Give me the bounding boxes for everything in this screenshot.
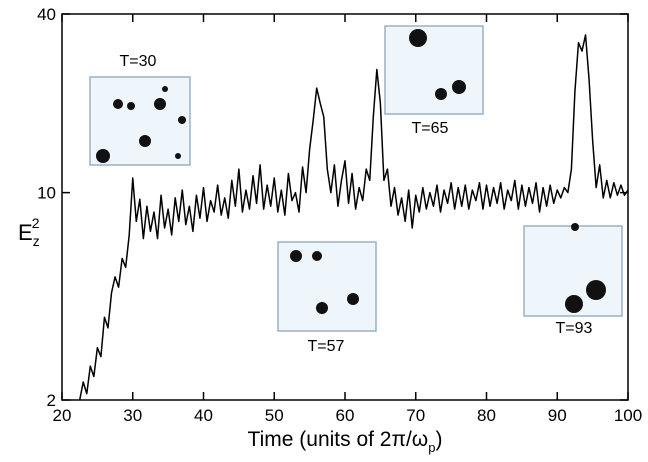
x-label-sub: p xyxy=(428,440,435,455)
x-tick-label: 50 xyxy=(265,406,284,425)
x-tick-label: 40 xyxy=(194,406,213,425)
x-label-end: ) xyxy=(435,428,442,451)
y-label-sub: z xyxy=(33,233,40,249)
x-tick-label: 80 xyxy=(477,406,496,425)
inset-57 xyxy=(277,241,377,332)
y-tick-label: 10 xyxy=(37,184,56,203)
y-tick-label: 2 xyxy=(47,391,56,410)
y-label-base: E xyxy=(18,220,33,245)
x-tick-label: 30 xyxy=(123,406,142,425)
inset-label: T=30 xyxy=(120,53,157,70)
inset-93 xyxy=(523,223,623,317)
x-label-main: Time (units of 2π/ω xyxy=(248,428,429,451)
inset-label: T=65 xyxy=(412,120,449,137)
data-line xyxy=(78,34,629,401)
x-tick-label: 90 xyxy=(548,406,567,425)
x-tick-label: 60 xyxy=(336,406,355,425)
x-tick-label: 70 xyxy=(406,406,425,425)
x-axis-label: Time (units of 2π/ωp) xyxy=(248,428,443,455)
inset-label: T=57 xyxy=(308,338,345,355)
inset-label: T=93 xyxy=(556,320,593,337)
y-label-sup: 2 xyxy=(32,215,40,231)
x-tick-label: 100 xyxy=(614,406,642,425)
inset-30 xyxy=(89,76,191,166)
y-tick-label: 40 xyxy=(37,5,56,24)
inset-65 xyxy=(384,25,484,115)
x-tick-label: 20 xyxy=(53,406,72,425)
y-axis-label: Ez 2 xyxy=(18,215,40,249)
